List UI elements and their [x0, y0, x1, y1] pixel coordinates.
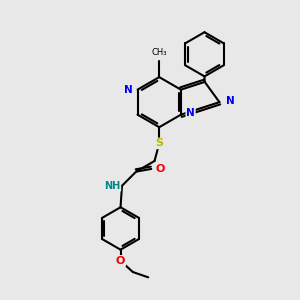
- Text: O: O: [116, 256, 125, 266]
- Text: O: O: [156, 164, 165, 174]
- Text: N: N: [226, 96, 235, 106]
- Text: N: N: [124, 85, 132, 94]
- Text: N: N: [186, 108, 195, 118]
- Text: S: S: [155, 138, 163, 148]
- Text: NH: NH: [104, 181, 121, 191]
- Text: CH₃: CH₃: [152, 48, 167, 57]
